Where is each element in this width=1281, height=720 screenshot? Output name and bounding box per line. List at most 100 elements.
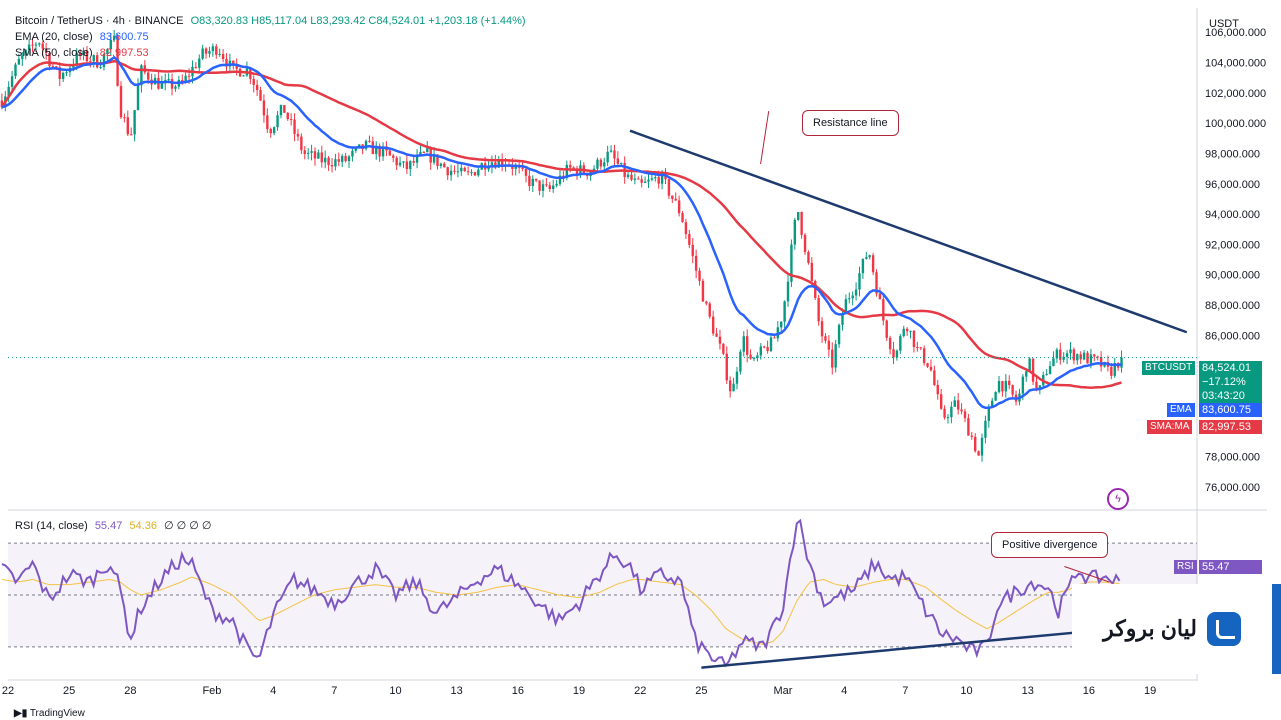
candle-body [269, 129, 272, 134]
candle-body [875, 272, 878, 294]
candle-body [392, 155, 395, 158]
ohlc-readout: O83,320.83 H85,117.04 L83,293.42 C84,524… [190, 15, 526, 27]
rsi-legend-extra: ∅ ∅ ∅ ∅ [164, 520, 212, 532]
time-tick-label: 19 [573, 685, 585, 697]
candle-body [354, 147, 358, 151]
alert-icon[interactable]: ϟ [1107, 488, 1129, 510]
candle-body [650, 178, 654, 180]
candle-body [463, 167, 466, 172]
candle-body [398, 162, 402, 166]
candle-body [705, 301, 708, 304]
price-tick-label: 100,000.000 [1205, 118, 1266, 130]
candle-body [735, 371, 739, 384]
time-tick-label: 7 [331, 685, 337, 697]
candle-body [933, 370, 936, 386]
candle-body [528, 175, 531, 187]
candle-body [994, 392, 997, 401]
tradingview-logo-icon: ▶▮ [14, 708, 28, 719]
sma-legend[interactable]: SMA (50, close) 82,997.53 [15, 47, 153, 59]
candle-body [732, 383, 735, 392]
candle-body [1069, 349, 1072, 354]
candle-body [289, 119, 293, 121]
candle-body [1099, 357, 1103, 367]
candle-body [201, 48, 204, 59]
divergence-callout[interactable]: Positive divergence [991, 532, 1109, 558]
candle-body [181, 79, 184, 83]
candle-body [470, 172, 473, 174]
candle-body [552, 185, 555, 189]
candle-body [72, 65, 75, 68]
candle-body [745, 336, 749, 355]
candle-body [221, 54, 225, 60]
candle-body [10, 76, 14, 87]
candle-body [936, 385, 939, 395]
candle-body [419, 152, 422, 156]
candle-body [783, 301, 786, 322]
candle-body [344, 155, 347, 162]
candle-body [378, 145, 381, 157]
candle-body [130, 134, 133, 136]
resistance-callout[interactable]: Resistance line [802, 110, 899, 136]
candle-body [426, 148, 429, 153]
candle-body [44, 48, 48, 54]
rsi-legend-label: RSI (14, close) [15, 520, 88, 532]
price-tick-label: 78,000.000 [1205, 451, 1260, 463]
candle-body [41, 43, 44, 49]
candle-body [24, 49, 27, 56]
candle-body [899, 336, 902, 351]
candle-body [715, 333, 718, 337]
candle-body [997, 381, 1001, 393]
rsi-legend[interactable]: RSI (14, close) 55.47 54.36 ∅ ∅ ∅ ∅ [15, 519, 216, 532]
candle-body [211, 46, 215, 52]
candle-body [466, 171, 470, 173]
candle-body [960, 409, 963, 412]
candle-body [514, 166, 517, 169]
candle-body [17, 58, 21, 65]
candle-body [974, 436, 977, 452]
candle-body [803, 234, 807, 253]
candle-body [208, 51, 211, 54]
candle-body [671, 195, 674, 199]
rsi-tag: RSI [1174, 560, 1197, 574]
candle-body [38, 43, 41, 45]
symbol-tag: BTCUSDT [1142, 361, 1196, 375]
candle-body [596, 159, 599, 169]
candle-body [31, 44, 34, 46]
last-price-tag: 84,524.01 −17.12% 03:43:20 [1199, 361, 1262, 403]
candle-body [439, 163, 443, 167]
candle-body [1021, 376, 1025, 394]
ema-legend[interactable]: EMA (20, close) 83,600.75 [15, 31, 153, 43]
price-tick-label: 106,000.000 [1205, 27, 1266, 39]
candle-body [112, 35, 116, 40]
candle-body [654, 177, 657, 179]
candle-body [929, 366, 933, 371]
candle-body [351, 150, 354, 157]
candle-body [123, 117, 126, 119]
candle-body [1004, 380, 1008, 392]
symbol-title[interactable]: Bitcoin / TetherUS · 4h · BINANCE [15, 15, 184, 27]
candle-body [92, 55, 95, 62]
currency-label[interactable]: USDT [1209, 18, 1239, 30]
time-tick-label: 22 [634, 685, 646, 697]
candle-body [252, 78, 255, 85]
candle-body [1055, 349, 1059, 359]
time-tick-label: Feb [202, 685, 221, 697]
candle-body [905, 328, 909, 332]
candle-body [820, 321, 824, 337]
candle-body [436, 154, 439, 167]
candle-body [773, 337, 776, 339]
time-tick-label: 28 [124, 685, 136, 697]
candle-body [834, 344, 837, 368]
candle-body [531, 178, 534, 187]
candle-body [266, 115, 269, 130]
candle-body [1079, 354, 1082, 360]
candle-body [300, 136, 303, 151]
candle-body [742, 336, 745, 352]
candle-body [939, 394, 943, 409]
candle-body [368, 140, 371, 142]
candle-body [722, 343, 725, 354]
candle-body [620, 162, 623, 164]
candle-body [1048, 366, 1052, 374]
candle-body [453, 170, 456, 172]
